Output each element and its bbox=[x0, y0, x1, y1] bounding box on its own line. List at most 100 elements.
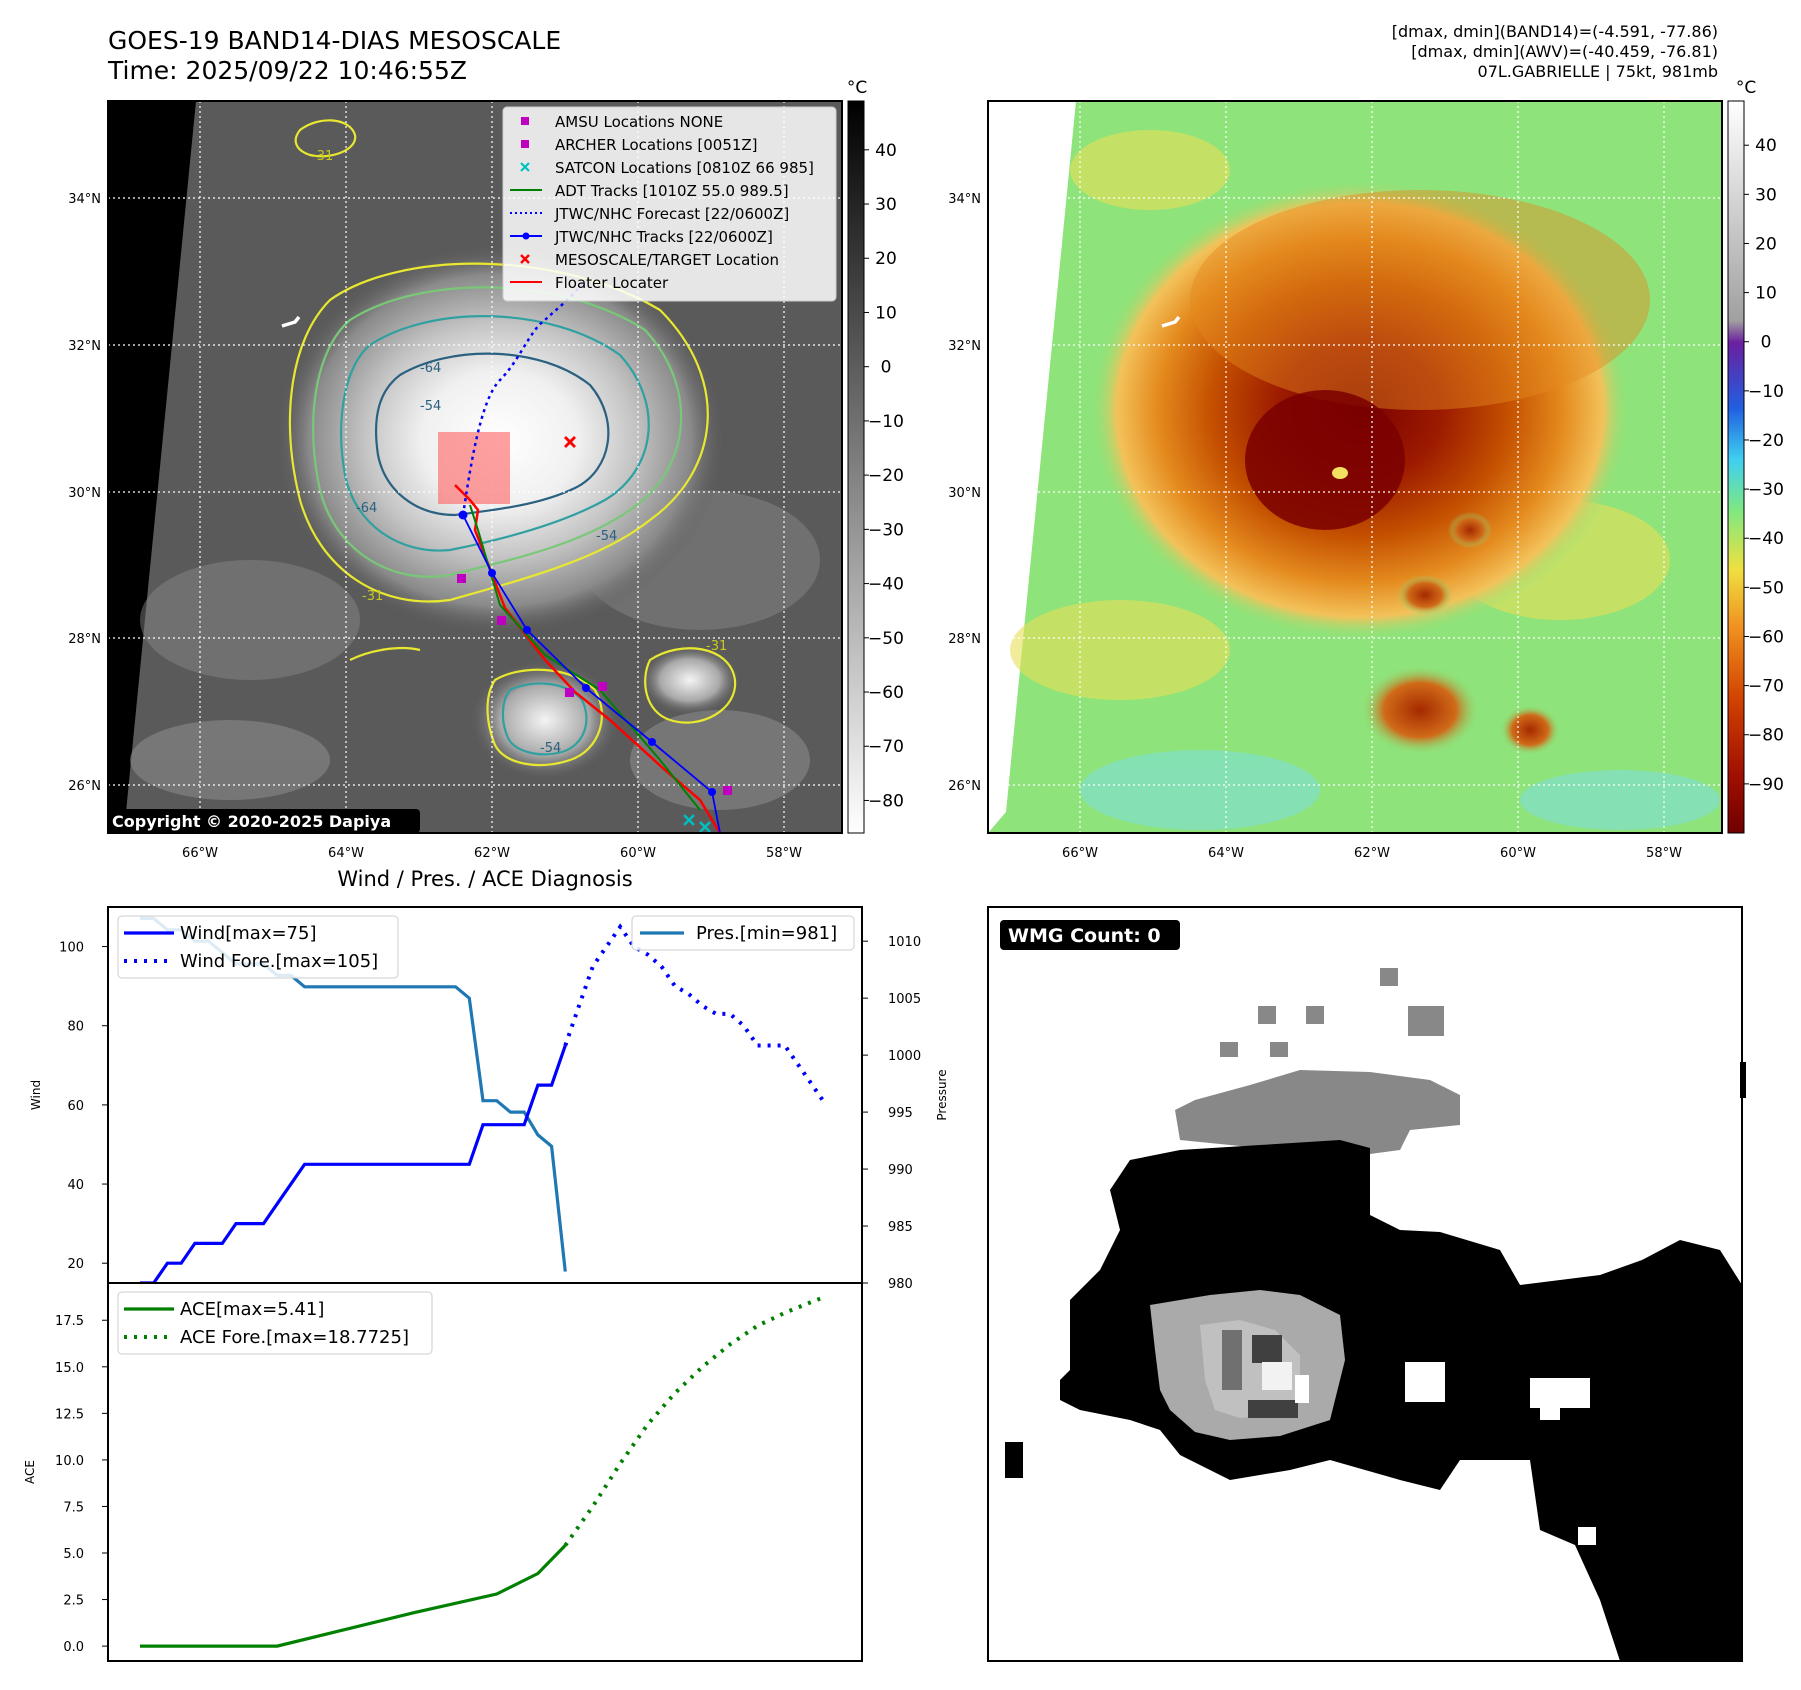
colorbar-tick: −50 bbox=[868, 629, 904, 649]
wmg-count-badge: WMG Count: 0 bbox=[1000, 920, 1180, 950]
pressure-y-axis: 980 985 990 995 1000 1005 1010 bbox=[862, 935, 921, 1292]
wind-tick: 40 bbox=[67, 1178, 84, 1193]
legend-wind: Wind[max=75] bbox=[180, 923, 317, 944]
ir-map-frame bbox=[107, 100, 843, 834]
lon-tick: 64°W bbox=[1208, 846, 1244, 861]
colorbar-unit: °C bbox=[1736, 78, 1756, 98]
ace-tick: 10.0 bbox=[55, 1454, 84, 1469]
satcon-locations bbox=[683, 814, 711, 833]
storm-eye bbox=[1332, 467, 1348, 479]
pressure-axis-label: Pressure bbox=[935, 1069, 949, 1120]
lat-tick: 26°N bbox=[948, 779, 981, 794]
wind-pressure-panel: 20 40 60 80 100 980 985 990 995 1000 1005 1010 Win… bbox=[29, 906, 949, 1292]
lon-tick: 64°W bbox=[328, 846, 364, 861]
legend-ace-forecast: ACE Fore.[max=18.7725] bbox=[180, 1327, 409, 1348]
wmg-black-cluster bbox=[1005, 1062, 1746, 1661]
info-block: [dmax, dmin](BAND14)=(-4.591, -77.86) [d… bbox=[1392, 22, 1718, 82]
pressure-tick: 1000 bbox=[888, 1049, 921, 1064]
colorbar-tick: −40 bbox=[1748, 529, 1784, 549]
no-data-region bbox=[108, 101, 196, 833]
legend-archer: ARCHER Locations [0051Z] bbox=[555, 136, 758, 154]
colorbar-tick: 0 bbox=[881, 358, 892, 378]
colorbar-tick: −30 bbox=[868, 520, 904, 540]
colorbar-tick: −50 bbox=[1748, 578, 1784, 598]
wmg-white-holes bbox=[1405, 1362, 1596, 1545]
contour-label: -54 bbox=[540, 741, 561, 756]
colorbar-tick: −80 bbox=[868, 791, 904, 811]
legend-satcon: SATCON Locations [0810Z 66 985] bbox=[555, 159, 814, 177]
jtwc-track-points bbox=[458, 510, 716, 796]
colorbar-tick: −80 bbox=[1748, 726, 1784, 746]
contour-label: -54 bbox=[596, 529, 617, 544]
ace-tick: 0.0 bbox=[63, 1640, 84, 1655]
lat-tick: 30°N bbox=[948, 486, 981, 501]
wind-legend: Wind[max=75] Wind Fore.[max=105] bbox=[117, 915, 399, 979]
wmg-gray-cluster bbox=[1175, 968, 1460, 1158]
figure-title: GOES-19 BAND14-DIAS MESOSCALE Time: 2025… bbox=[108, 26, 561, 86]
pressure-tick: 1010 bbox=[888, 935, 921, 950]
colorbar-tick: 30 bbox=[1755, 185, 1777, 205]
convective-cluster bbox=[1448, 512, 1492, 548]
enhanced-lat-labels: 34°N 32°N 30°N 28°N 26°N bbox=[948, 192, 981, 794]
wind-series-line bbox=[140, 1044, 567, 1285]
lat-tick: 30°N bbox=[68, 486, 101, 501]
enhanced-colorbar: °C 40 30 20 10 0 −10 −20 −30 −40 −50 −60 −70 −80 −90 bbox=[1727, 78, 1784, 834]
contour-label: -31 bbox=[312, 149, 333, 164]
colorbar-tick: 10 bbox=[875, 303, 897, 323]
convective-cluster bbox=[1500, 705, 1560, 755]
lat-tick: 34°N bbox=[68, 192, 101, 207]
colorbar-tick: −20 bbox=[868, 466, 904, 486]
copyright-badge: Copyright © 2020-2025 Dapiya bbox=[108, 809, 420, 833]
colorbar-tick: 20 bbox=[1755, 234, 1777, 254]
legend-amsu: AMSU Locations NONE bbox=[555, 113, 723, 131]
wind-forecast-line bbox=[563, 923, 828, 1107]
legend-ace: ACE[max=5.41] bbox=[180, 1299, 324, 1320]
ace-legend: ACE[max=5.41] ACE Fore.[max=18.7725] bbox=[117, 1291, 433, 1355]
colorbar-unit: °C bbox=[847, 78, 867, 98]
convective-cluster bbox=[1360, 665, 1480, 755]
mesoscale-target-box bbox=[438, 432, 510, 504]
ace-tick: 5.0 bbox=[63, 1547, 84, 1562]
lon-tick: 60°W bbox=[1500, 846, 1536, 861]
pressure-tick: 990 bbox=[888, 1163, 913, 1178]
colorbar-tick: 0 bbox=[1761, 333, 1772, 353]
lon-tick: 66°W bbox=[1062, 846, 1098, 861]
pressure-tick: 1005 bbox=[888, 992, 921, 1007]
wmg-frame bbox=[987, 906, 1743, 1662]
legend-track: JTWC/NHC Tracks [22/0600Z] bbox=[554, 228, 773, 246]
ace-tick: 7.5 bbox=[63, 1500, 84, 1515]
title-line-2: Time: 2025/09/22 10:46:55Z bbox=[108, 56, 467, 85]
colorbar-tick: −10 bbox=[868, 412, 904, 432]
wind-axis-label: Wind bbox=[29, 1080, 43, 1110]
lat-tick: 28°N bbox=[948, 632, 981, 647]
wind-tick: 60 bbox=[67, 1099, 84, 1114]
legend-adt: ADT Tracks [1010Z 55.0 989.5] bbox=[555, 182, 789, 200]
colorbar-tick: 20 bbox=[875, 249, 897, 269]
info-awv: [dmax, dmin](AWV)=(-40.459, -76.81) bbox=[1411, 42, 1718, 61]
wind-tick: 20 bbox=[67, 1257, 84, 1272]
lon-tick: 62°W bbox=[474, 846, 510, 861]
legend-forecast: JTWC/NHC Forecast [22/0600Z] bbox=[554, 205, 789, 223]
colorbar-tick: −40 bbox=[868, 575, 904, 595]
contour-label: -31 bbox=[362, 589, 383, 604]
ace-axis-label: ACE bbox=[23, 1460, 37, 1484]
ace-tick: 12.5 bbox=[55, 1407, 84, 1422]
colorbar-tick: 30 bbox=[875, 195, 897, 215]
info-band14: [dmax, dmin](BAND14)=(-4.591, -77.86) bbox=[1391, 22, 1718, 41]
lon-tick: 58°W bbox=[1646, 846, 1682, 861]
contour-label: -64 bbox=[356, 501, 377, 516]
wind-tick: 80 bbox=[67, 1020, 84, 1035]
lat-tick: 32°N bbox=[948, 339, 981, 354]
colorbar-tick: −60 bbox=[1748, 627, 1784, 647]
mesoscale-target-marker bbox=[564, 436, 576, 448]
colorbar-tick: 40 bbox=[875, 141, 897, 161]
legend-target-marker bbox=[520, 254, 530, 264]
enhanced-map-panel: 34°N 32°N 30°N 28°N 26°N 66°W 64°W 62°W … bbox=[948, 78, 1784, 861]
wmg-eyewall bbox=[1150, 1290, 1345, 1440]
lat-tick: 26°N bbox=[68, 779, 101, 794]
ace-series-line bbox=[140, 1544, 567, 1648]
ace-tick: 17.5 bbox=[55, 1314, 84, 1329]
archer-locations bbox=[457, 574, 732, 795]
storm-inner-core bbox=[1245, 390, 1405, 530]
graticule bbox=[988, 101, 1722, 833]
